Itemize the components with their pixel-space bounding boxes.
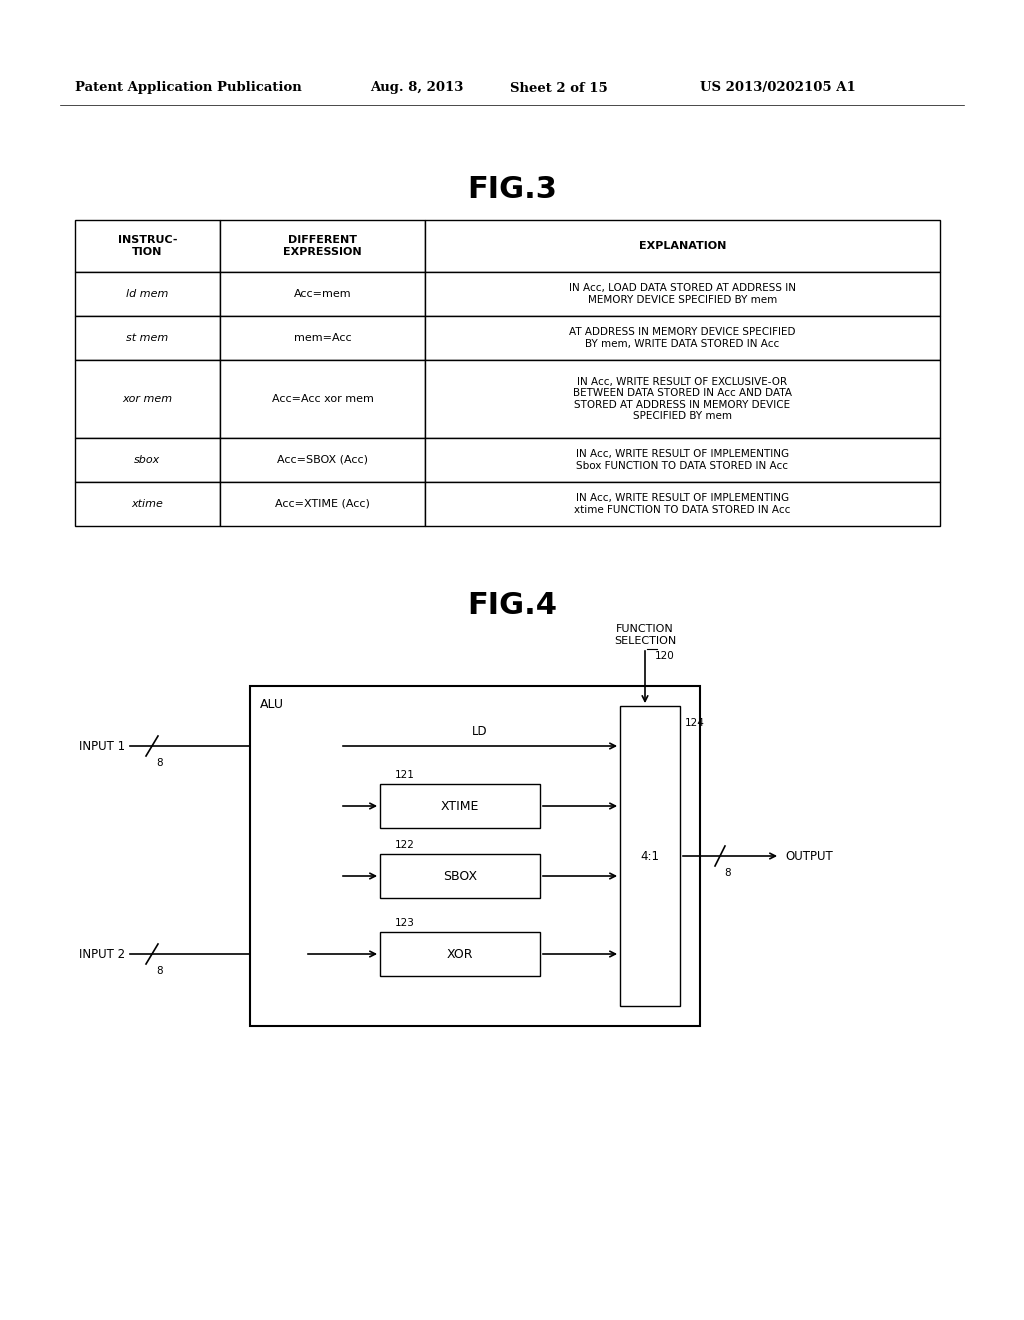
Text: DIFFERENT
EXPRESSION: DIFFERENT EXPRESSION: [284, 235, 361, 257]
Bar: [425, 438, 940, 482]
Text: XOR: XOR: [446, 948, 473, 961]
Bar: [380, 854, 540, 898]
Text: Acc=Acc xor mem: Acc=Acc xor mem: [271, 393, 374, 404]
Text: 122: 122: [395, 840, 415, 850]
Text: INSTRUC-
TION: INSTRUC- TION: [118, 235, 177, 257]
Bar: [75, 220, 220, 272]
Text: 8: 8: [156, 758, 163, 768]
Bar: [425, 315, 940, 360]
Text: sbox: sbox: [134, 455, 161, 465]
Text: FIG.4: FIG.4: [467, 591, 557, 620]
Text: 124: 124: [685, 718, 705, 729]
Text: OUTPUT: OUTPUT: [785, 850, 833, 862]
Bar: [425, 482, 940, 525]
Text: Patent Application Publication: Patent Application Publication: [75, 82, 302, 95]
Text: IN Acc, WRITE RESULT OF IMPLEMENTING
Sbox FUNCTION TO DATA STORED IN Acc: IN Acc, WRITE RESULT OF IMPLEMENTING Sbo…: [575, 449, 790, 471]
Bar: [75, 272, 220, 315]
Text: AT ADDRESS IN MEMORY DEVICE SPECIFIED
BY mem, WRITE DATA STORED IN Acc: AT ADDRESS IN MEMORY DEVICE SPECIFIED BY…: [569, 327, 796, 348]
Bar: [75, 482, 220, 525]
Text: mem=Acc: mem=Acc: [294, 333, 351, 343]
Text: ld mem: ld mem: [126, 289, 169, 300]
Text: Acc=XTIME (Acc): Acc=XTIME (Acc): [275, 499, 370, 510]
Text: ALU: ALU: [260, 698, 284, 711]
Bar: [75, 360, 220, 438]
Bar: [220, 315, 425, 360]
Bar: [75, 438, 220, 482]
Text: st mem: st mem: [126, 333, 169, 343]
Text: INPUT 2: INPUT 2: [79, 948, 125, 961]
Text: xtime: xtime: [131, 499, 164, 510]
Text: EXPLANATION: EXPLANATION: [639, 242, 726, 251]
Bar: [220, 482, 425, 525]
Bar: [380, 932, 540, 975]
Text: Sheet 2 of 15: Sheet 2 of 15: [510, 82, 608, 95]
Bar: [75, 315, 220, 360]
Bar: [220, 438, 425, 482]
Text: Aug. 8, 2013: Aug. 8, 2013: [370, 82, 464, 95]
Bar: [380, 784, 540, 828]
Text: IN Acc, WRITE RESULT OF EXCLUSIVE-OR
BETWEEN DATA STORED IN Acc AND DATA
STORED : IN Acc, WRITE RESULT OF EXCLUSIVE-OR BET…: [573, 376, 792, 421]
Text: IN Acc, WRITE RESULT OF IMPLEMENTING
xtime FUNCTION TO DATA STORED IN Acc: IN Acc, WRITE RESULT OF IMPLEMENTING xti…: [574, 494, 791, 515]
Text: Acc=mem: Acc=mem: [294, 289, 351, 300]
Bar: [425, 220, 940, 272]
Bar: [620, 706, 680, 1006]
Text: 8: 8: [156, 966, 163, 975]
Text: xor mem: xor mem: [123, 393, 173, 404]
Text: SBOX: SBOX: [443, 870, 477, 883]
Text: 123: 123: [395, 917, 415, 928]
Text: LD: LD: [472, 725, 487, 738]
Bar: [220, 272, 425, 315]
Text: US 2013/0202105 A1: US 2013/0202105 A1: [700, 82, 856, 95]
Text: 8: 8: [724, 869, 731, 878]
Text: INPUT 1: INPUT 1: [79, 739, 125, 752]
Text: FUNCTION
SELECTION: FUNCTION SELECTION: [613, 624, 676, 645]
Bar: [250, 686, 700, 1026]
Text: Acc=SBOX (Acc): Acc=SBOX (Acc): [278, 455, 368, 465]
Text: 120: 120: [655, 651, 675, 661]
Bar: [220, 220, 425, 272]
Text: FIG.3: FIG.3: [467, 176, 557, 205]
Text: XTIME: XTIME: [440, 800, 479, 813]
Text: 4:1: 4:1: [640, 850, 659, 862]
Text: 121: 121: [395, 770, 415, 780]
Bar: [425, 272, 940, 315]
Text: IN Acc, LOAD DATA STORED AT ADDRESS IN
MEMORY DEVICE SPECIFIED BY mem: IN Acc, LOAD DATA STORED AT ADDRESS IN M…: [569, 284, 796, 305]
Bar: [425, 360, 940, 438]
Bar: [220, 360, 425, 438]
